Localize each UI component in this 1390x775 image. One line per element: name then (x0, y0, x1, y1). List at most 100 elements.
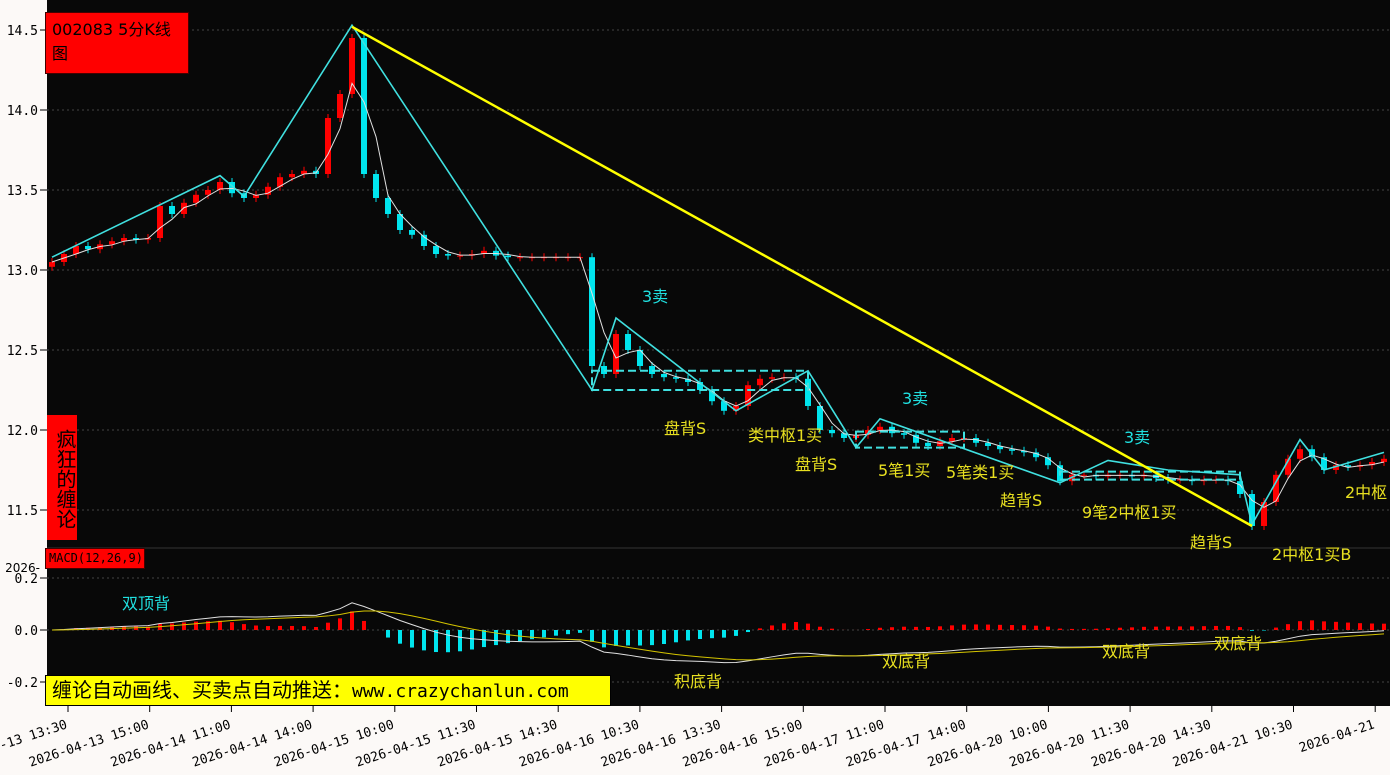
price-tick-label: 14.0 (7, 104, 38, 119)
signal-label: 2中枢1买B (1272, 545, 1351, 564)
candle-up (265, 186, 271, 195)
macd-histogram-bar (86, 627, 90, 630)
macd-histogram-bar (1274, 627, 1278, 630)
candle-up (757, 378, 763, 386)
macd-histogram-bar (950, 625, 954, 630)
macd-dea-line (51, 610, 1385, 661)
macd-histogram-bar (650, 630, 654, 646)
candle-down (361, 38, 367, 174)
macd-histogram-bar (1298, 621, 1302, 630)
macd-histogram-bar (1310, 620, 1314, 630)
macd-histogram-bar (614, 630, 618, 646)
macd-histogram-bar (686, 630, 690, 641)
macd-histogram-bar (1142, 626, 1146, 630)
signal-label: 9笔2中枢1买 (1082, 503, 1177, 522)
candle-down (589, 257, 595, 366)
macd-histogram-bar (710, 630, 714, 639)
macd-histogram-bar (1262, 630, 1266, 631)
signal-label: 5笔类1买 (946, 463, 1014, 482)
macd-histogram-bar (962, 624, 966, 630)
macd-signal-label: 双顶背 (122, 594, 170, 613)
macd-histogram-bar (638, 630, 642, 646)
candle-up (481, 250, 487, 254)
macd-histogram-bar (506, 630, 510, 644)
candle-up (949, 438, 955, 442)
macd-histogram-bar (1358, 623, 1362, 630)
candle-down (985, 442, 991, 446)
macd-histogram-bar (998, 624, 1002, 630)
macd-histogram-bar (938, 626, 942, 630)
price-tick-label: 12.0 (7, 424, 38, 439)
macd-histogram-bar (398, 630, 402, 644)
candle-up (121, 238, 127, 242)
candle-down (1033, 452, 1039, 458)
macd-histogram-bar (482, 630, 486, 648)
macd-histogram-bar (254, 625, 258, 630)
macd-histogram-bar (590, 630, 594, 642)
candle-up (157, 206, 163, 238)
macd-histogram-bar (1154, 626, 1158, 630)
candle-down (1009, 449, 1015, 451)
candle-down (433, 246, 439, 254)
zhongshu-box (591, 369, 809, 391)
macd-histogram-bar (1238, 627, 1242, 630)
macd-histogram-bar (1190, 626, 1194, 630)
candle-up (1081, 474, 1087, 476)
candle-up (1261, 502, 1267, 526)
macd-histogram-bar (794, 622, 798, 630)
macd-histogram-bar (1010, 625, 1014, 630)
zhongshu-box (855, 430, 965, 449)
macd-histogram-bar (662, 630, 666, 645)
macd-histogram-bar (1106, 628, 1110, 630)
macd-histogram-bar (518, 630, 522, 642)
candle-down (661, 374, 667, 378)
macd-histogram-bar (1322, 621, 1326, 630)
macd-histogram-bar (350, 611, 354, 630)
macd-histogram-bar (1058, 628, 1062, 630)
macd-histogram-bar (722, 630, 726, 638)
macd-signal-label: 双底背 (1102, 642, 1150, 661)
macd-histogram-bar (386, 630, 390, 638)
macd-histogram-bar (410, 630, 414, 648)
candle-down (385, 198, 391, 214)
macd-tick-label: 0.0 (15, 624, 38, 639)
macd-histogram-bar (302, 626, 306, 630)
signal-label: 2中枢 (1345, 483, 1387, 502)
signal-label: 趋背S (1000, 491, 1042, 510)
banner-url[interactable]: www.crazychanlun.com (352, 681, 569, 702)
promo-banner[interactable]: 缠论自动画线、买卖点自动推送：www.crazychanlun.com (45, 675, 611, 706)
candle-up (193, 194, 199, 203)
macd-histogram-bar (890, 627, 894, 630)
macd-histogram-bar (1118, 627, 1122, 630)
macd-histogram-bar (1022, 625, 1026, 630)
signal-label: 3卖 (642, 287, 668, 306)
candle-down (637, 350, 643, 366)
macd-histogram-bar (1250, 630, 1254, 631)
candle-up (613, 334, 619, 374)
candle-down (373, 174, 379, 198)
macd-tick-label: -0.2 (7, 676, 38, 691)
macd-histogram-bar (1034, 625, 1038, 630)
macd-tick-label: 0.2 (15, 572, 38, 587)
macd-histogram-bar (446, 630, 450, 653)
signal-label: 盘背S (795, 455, 837, 474)
macd-histogram-bar (698, 630, 702, 639)
candle-down (1021, 450, 1027, 453)
candle-down (1309, 449, 1315, 458)
candle-down (925, 442, 931, 446)
signal-label: 3卖 (902, 389, 928, 408)
price-tick-label: 12.5 (7, 344, 38, 359)
candle-up (1333, 465, 1339, 470)
macd-histogram-bar (542, 630, 546, 638)
macd-histogram-bar (266, 626, 270, 630)
macd-histogram-bar (866, 629, 870, 630)
candle-up (109, 241, 115, 245)
price-tick-label: 13.5 (7, 184, 38, 199)
macd-histogram-bar (1046, 626, 1050, 630)
candle-down (709, 390, 715, 402)
candle-up (217, 182, 223, 190)
macd-histogram-bar (494, 630, 498, 646)
macd-histogram-bar (218, 620, 222, 630)
candle-up (1297, 449, 1303, 459)
macd-histogram-bar (1286, 624, 1290, 630)
